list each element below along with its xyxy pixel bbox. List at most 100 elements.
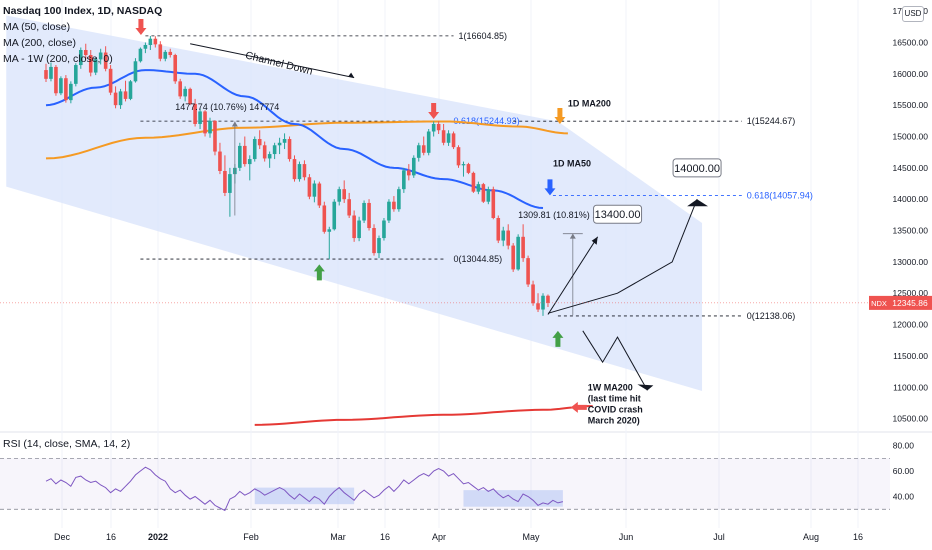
candle-body <box>188 88 192 104</box>
candle <box>83 43 88 60</box>
candle-body <box>441 130 446 143</box>
candle <box>74 63 78 87</box>
price-axis-label: 16500.00 <box>893 37 929 47</box>
candle <box>327 226 332 260</box>
candle-body <box>262 145 267 159</box>
candle <box>302 160 307 181</box>
candle <box>257 130 262 150</box>
candle <box>148 35 153 50</box>
candle <box>357 216 361 242</box>
red-left-arrow-ma1w <box>570 401 587 413</box>
channel-down-band <box>6 15 703 392</box>
candle <box>193 98 197 127</box>
candle-body <box>476 184 481 192</box>
candle-body <box>54 66 58 94</box>
candle <box>252 136 257 162</box>
candle <box>367 199 371 231</box>
candle <box>377 235 381 259</box>
time-axis-label: 16 <box>106 532 116 542</box>
candle <box>446 130 451 146</box>
candle <box>436 121 441 134</box>
candle <box>317 181 322 208</box>
candle-body <box>416 145 421 158</box>
candle <box>362 200 366 224</box>
candle <box>208 117 212 138</box>
price-tag-text: 12345.86 <box>892 298 928 308</box>
candle <box>307 174 312 200</box>
candle-body <box>327 229 332 232</box>
candle <box>481 182 486 203</box>
candle-body <box>516 236 520 270</box>
candle <box>163 50 168 62</box>
candle-body <box>238 145 242 168</box>
candle-body <box>118 91 123 106</box>
candle-body <box>64 78 68 101</box>
target-box-13400-text: 13400.00 <box>595 209 641 221</box>
candle-body <box>178 81 182 97</box>
candle-body <box>511 245 515 270</box>
candle-body <box>446 133 451 143</box>
time-axis-label: Jun <box>619 532 634 542</box>
candle <box>486 186 491 205</box>
target-box-14000-frame <box>672 158 722 178</box>
candle <box>546 294 550 308</box>
candle <box>247 155 252 181</box>
candle <box>332 199 337 231</box>
candle-body <box>456 147 461 166</box>
candle-body <box>342 189 346 200</box>
candle <box>188 87 192 106</box>
candle <box>103 46 108 72</box>
time-axis-label: 16 <box>853 532 863 542</box>
candle-body <box>44 70 48 79</box>
candle <box>506 224 511 250</box>
price-tag-bg <box>889 295 932 310</box>
candle <box>198 108 202 129</box>
time-axis-label: May <box>522 532 540 542</box>
candle <box>382 218 386 241</box>
candle-body <box>183 88 187 97</box>
candle-body <box>158 44 163 59</box>
candle-body <box>218 151 222 171</box>
candle <box>476 181 481 195</box>
candle-body <box>496 218 501 241</box>
candle <box>183 86 187 102</box>
candle <box>272 142 277 160</box>
candle <box>143 42 148 54</box>
candle-body <box>277 142 282 146</box>
candle-body <box>337 189 342 202</box>
candle-body <box>312 183 317 197</box>
candle <box>397 186 401 212</box>
rsi-axis-label: 60.00 <box>893 466 915 476</box>
candle <box>456 145 461 168</box>
candle-body <box>471 172 476 192</box>
ma1w-note-line2: (last time hit <box>588 393 641 403</box>
ma50-label: 1D MA50 <box>553 159 591 169</box>
target-box-14000-text: 14000.00 <box>674 163 720 175</box>
candle-body <box>153 38 158 45</box>
candle-body <box>521 236 525 259</box>
candle <box>337 186 342 206</box>
candle-body <box>486 189 491 202</box>
candle <box>54 65 58 96</box>
candle <box>451 131 456 150</box>
price-axis-label: 13000.00 <box>893 257 929 267</box>
symbol-tag-text: NDX <box>871 299 887 308</box>
candle-body <box>128 81 133 99</box>
rsi-highlight-left <box>254 487 355 505</box>
candle-body <box>466 164 471 173</box>
candle <box>411 155 416 178</box>
candle <box>511 243 515 272</box>
candle-body <box>506 230 511 246</box>
candle-body <box>78 50 83 66</box>
currency-badge[interactable]: USD <box>902 6 924 22</box>
candle <box>69 81 73 104</box>
candle-body <box>436 123 441 131</box>
fib-level-1-right-label: 1(15244.67) <box>747 116 796 126</box>
price-axis-label: 11500.00 <box>893 351 928 361</box>
time-axis-label: Aug <box>803 532 819 542</box>
candle <box>282 133 287 150</box>
price-axis-label: 14500.00 <box>893 163 929 173</box>
price-axis-label: 13500.00 <box>893 226 929 236</box>
ma50-line <box>45 69 544 209</box>
